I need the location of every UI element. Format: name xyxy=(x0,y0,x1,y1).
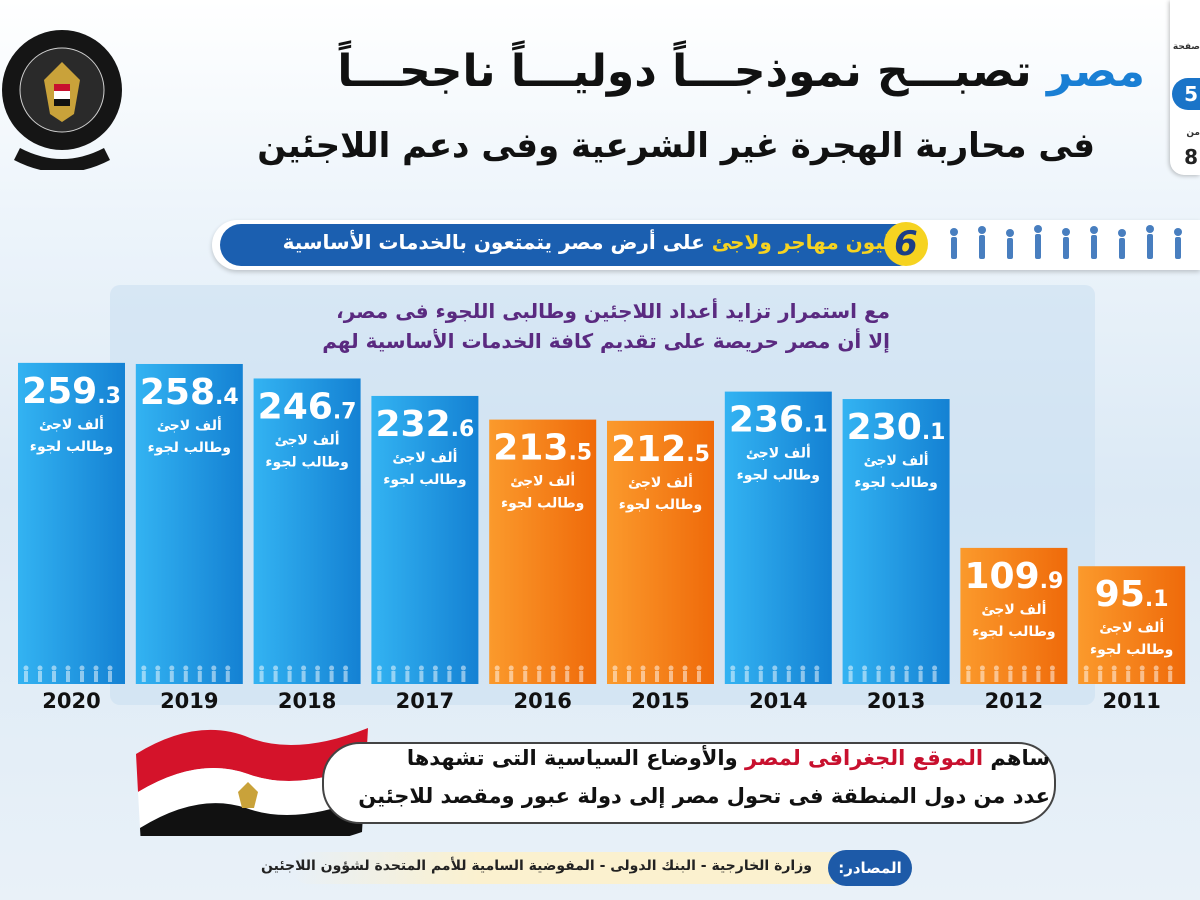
page-label: صفحة xyxy=(1172,42,1200,52)
page-of-label: من xyxy=(1186,128,1200,138)
bar-unit-label: وطالب لجوء xyxy=(737,468,820,484)
year-label: 2012 xyxy=(985,689,1043,713)
year-label: 2013 xyxy=(867,689,925,713)
bar-unit-label: ألف لاجئ xyxy=(981,600,1046,618)
page-subtitle: فى محاربة الهجرة غير الشرعية وفى دعم الل… xyxy=(257,126,1095,166)
bar-unit-label: ألف لاجئ xyxy=(746,444,811,462)
egypt-flag xyxy=(136,728,368,836)
bar-value-label: 259.3 xyxy=(22,371,121,412)
bar-value-label: 236.1 xyxy=(729,400,828,441)
year-label: 2011 xyxy=(1102,689,1160,713)
bar-unit-label: ألف لاجئ xyxy=(1099,618,1164,636)
banner-number: 6 xyxy=(884,222,928,266)
bar-2011 xyxy=(1078,566,1186,684)
bar-crowd-decoration xyxy=(494,665,584,682)
bar-value-label: 109.9 xyxy=(964,556,1063,597)
bar-2017 xyxy=(371,395,479,684)
banner-text: مليون مهاجر ولاجئ على أرض مصر يتمتعون با… xyxy=(283,230,904,254)
note-line-2: عدد من دول المنطقة فى تحول مصر إلى دولة … xyxy=(358,784,1050,808)
headline-banner: مليون مهاجر ولاجئ على أرض مصر يتمتعون با… xyxy=(212,220,1200,270)
bar-2020 xyxy=(18,362,125,684)
banner-inner: مليون مهاجر ولاجئ على أرض مصر يتمتعون با… xyxy=(220,222,928,266)
bar-2016 xyxy=(489,419,597,684)
page-number: 5 xyxy=(1172,78,1200,110)
bar-unit-label: وطالب لجوء xyxy=(501,496,584,512)
bar-unit-label: ألف لاجئ xyxy=(392,448,457,466)
bar-2012 xyxy=(960,547,1068,684)
bar-unit-label: وطالب لجوء xyxy=(619,497,702,513)
bar-value-label: 95.1 xyxy=(1095,574,1169,615)
intro-line-2: إلا أن مصر حريصة على تقديم كافة الخدمات … xyxy=(322,329,890,353)
page-title: مصر تصبـــح نموذجـــاً دوليـــاً ناجحـــ… xyxy=(337,46,1145,97)
bar-crowd-decoration xyxy=(1083,665,1173,682)
bar-unit-label: وطالب لجوء xyxy=(265,454,348,470)
title-accent: مصر xyxy=(1047,46,1145,97)
bar-value-label: 232.6 xyxy=(375,404,474,445)
note-box xyxy=(322,742,1056,824)
bar-unit-label: وطالب لجوء xyxy=(30,439,113,455)
bar-value-label: 246.7 xyxy=(258,386,357,427)
bar-unit-label: ألف لاجئ xyxy=(275,430,340,448)
bar-crowd-decoration xyxy=(965,665,1055,682)
bar-unit-label: ألف لاجئ xyxy=(628,473,693,491)
sources-label: المصادر: xyxy=(828,850,912,886)
bar-unit-label: وطالب لجوء xyxy=(383,472,466,488)
year-label: 2016 xyxy=(513,689,571,713)
bar-crowd-decoration xyxy=(259,665,349,682)
title-rest: تصبـــح نموذجـــاً دوليـــاً ناجحـــاً xyxy=(337,46,1032,97)
bar-value-label: 258.4 xyxy=(140,372,239,413)
bar-2015 xyxy=(607,420,714,684)
year-label: 2018 xyxy=(278,689,336,713)
year-label: 2019 xyxy=(160,689,218,713)
sources-text: وزارة الخارجية - البنك الدولى - المفوضية… xyxy=(261,858,812,874)
bar-value-label: 212.5 xyxy=(611,429,710,470)
bar-unit-label: وطالب لجوء xyxy=(1090,642,1173,658)
page-indicator: صفحة 5 من 8 xyxy=(1170,0,1200,175)
bar-unit-label: ألف لاجئ xyxy=(39,415,104,433)
note-prefix: ساهم xyxy=(990,746,1050,770)
bar-crowd-decoration xyxy=(730,665,820,682)
bar-unit-label: ألف لاجئ xyxy=(157,416,222,434)
intro-line-1: مع استمرار تزايد أعداد اللاجئين وطالبى ا… xyxy=(336,299,890,323)
bar-crowd-decoration xyxy=(141,665,231,682)
bar-unit-label: وطالب لجوء xyxy=(148,440,231,456)
bar-2013 xyxy=(842,399,950,684)
page-total: 8 xyxy=(1184,145,1198,169)
note-line-1: ساهم الموقع الجغرافى لمصر والأوضاع السيا… xyxy=(407,746,1050,770)
walking-people-icon xyxy=(950,225,1182,259)
note-highlight: الموقع الجغرافى لمصر xyxy=(745,746,984,770)
note-rest: والأوضاع السياسية التى تشهدها xyxy=(406,746,738,770)
sources-strip xyxy=(292,852,912,884)
bar-2019 xyxy=(135,363,243,684)
banner-highlight: مليون مهاجر ولاجئ xyxy=(711,230,904,254)
cabinet-logo xyxy=(2,30,122,170)
bar-crowd-decoration xyxy=(376,665,466,682)
year-label: 2015 xyxy=(631,689,689,713)
bar-unit-label: ألف لاجئ xyxy=(864,451,929,469)
bar-unit-label: ألف لاجئ xyxy=(510,472,575,490)
bar-value-label: 213.5 xyxy=(493,428,592,469)
bar-unit-label: وطالب لجوء xyxy=(972,624,1055,640)
bar-crowd-decoration xyxy=(23,665,113,682)
year-label: 2020 xyxy=(42,689,100,713)
bar-2014 xyxy=(724,391,832,684)
intro-text: مع استمرار تزايد أعداد اللاجئين وطالبى ا… xyxy=(322,296,890,356)
bar-value-label: 230.1 xyxy=(847,407,946,448)
banner-rest: على أرض مصر يتمتعون بالخدمات الأساسية xyxy=(282,230,705,254)
year-label: 2014 xyxy=(749,689,807,713)
bar-crowd-decoration xyxy=(848,665,938,682)
bar-unit-label: وطالب لجوء xyxy=(854,475,937,491)
bar-crowd-decoration xyxy=(612,665,702,682)
bar-2018 xyxy=(253,378,361,684)
year-label: 2017 xyxy=(396,689,454,713)
